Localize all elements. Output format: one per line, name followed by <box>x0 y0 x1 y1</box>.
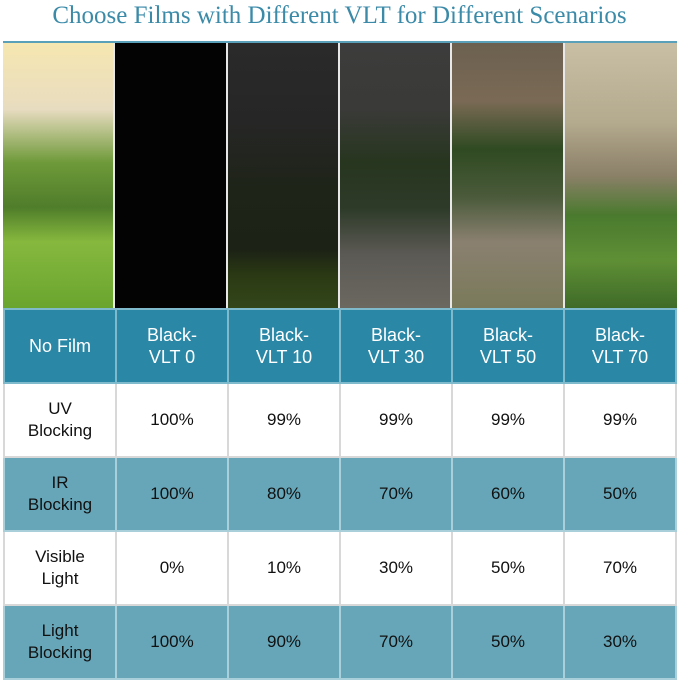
row-label-text: Visible <box>35 547 85 566</box>
table-cell: 70% <box>339 604 453 680</box>
table-cell: 70% <box>563 530 677 606</box>
table-cell: 0% <box>115 530 229 606</box>
table-cell: 50% <box>451 604 565 680</box>
header-text: Black- <box>482 325 533 345</box>
header-text: Black- <box>594 325 645 345</box>
photo-vlt-50 <box>452 43 565 308</box>
header-text: VLT 10 <box>255 347 313 367</box>
film-comparison-photo-strip <box>3 41 677 308</box>
table-cell: 90% <box>227 604 341 680</box>
table-row-uv-blocking: UV Blocking 100% 99% 99% 99% 99% <box>3 382 677 458</box>
header-vlt-30: Black- VLT 30 <box>339 308 453 384</box>
photo-vlt-70 <box>564 43 677 308</box>
row-label-text: Light <box>41 621 79 640</box>
table-cell: 30% <box>339 530 453 606</box>
table-row-ir-blocking: IR Blocking 100% 80% 70% 60% 50% <box>3 456 677 532</box>
table-cell: 100% <box>115 604 229 680</box>
row-label-text: UV <box>48 399 72 418</box>
table-cell: 99% <box>563 382 677 458</box>
header-vlt-10: Black- VLT 10 <box>227 308 341 384</box>
table-cell: 50% <box>451 530 565 606</box>
page-title: Choose Films with Different VLT for Diff… <box>52 2 627 29</box>
header-text: VLT 30 <box>367 347 425 367</box>
table-cell: 10% <box>227 530 341 606</box>
row-label-text: Light <box>41 569 79 588</box>
header-text: VLT 0 <box>148 347 196 367</box>
table-cell: 100% <box>115 456 229 532</box>
table-cell: 100% <box>115 382 229 458</box>
header-text: Black- <box>258 325 309 345</box>
header-vlt-70: Black- VLT 70 <box>563 308 677 384</box>
header-text: VLT 70 <box>591 347 649 367</box>
row-label-text: Blocking <box>27 495 93 514</box>
header-vlt-50: Black- VLT 50 <box>451 308 565 384</box>
photo-vlt-30 <box>339 43 453 308</box>
table-cell: 99% <box>451 382 565 458</box>
photo-no-film <box>3 43 116 308</box>
header-text: Black- <box>370 325 421 345</box>
photo-vlt-10 <box>227 43 340 308</box>
vlt-comparison-table: No Film Black- VLT 0 Black- VLT 10 Black- V… <box>3 308 677 680</box>
row-label: UV Blocking <box>3 382 117 458</box>
header-vlt-0: Black- VLT 0 <box>115 308 229 384</box>
row-label: IR Blocking <box>3 456 117 532</box>
table-cell: 99% <box>339 382 453 458</box>
table-cell: 30% <box>563 604 677 680</box>
table-cell: 99% <box>227 382 341 458</box>
header-no-film: No Film <box>3 308 117 384</box>
table-cell: 50% <box>563 456 677 532</box>
table-header-row: No Film Black- VLT 0 Black- VLT 10 Black- V… <box>3 308 677 384</box>
table-cell: 60% <box>451 456 565 532</box>
table-cell: 70% <box>339 456 453 532</box>
header-text: No Film <box>29 336 91 356</box>
header-text: VLT 50 <box>479 347 537 367</box>
row-label-text: Blocking <box>27 643 93 662</box>
photo-vlt-0 <box>115 43 228 308</box>
row-label: Light Blocking <box>3 604 117 680</box>
header-text: Black- <box>146 325 197 345</box>
row-label-text: IR <box>51 473 69 492</box>
row-label-text: Blocking <box>27 421 93 440</box>
row-label: Visible Light <box>3 530 117 606</box>
table-row-visible-light: Visible Light 0% 10% 30% 50% 70% <box>3 530 677 606</box>
table-cell: 80% <box>227 456 341 532</box>
table-row-light-blocking: Light Blocking 100% 90% 70% 50% 30% <box>3 604 677 680</box>
